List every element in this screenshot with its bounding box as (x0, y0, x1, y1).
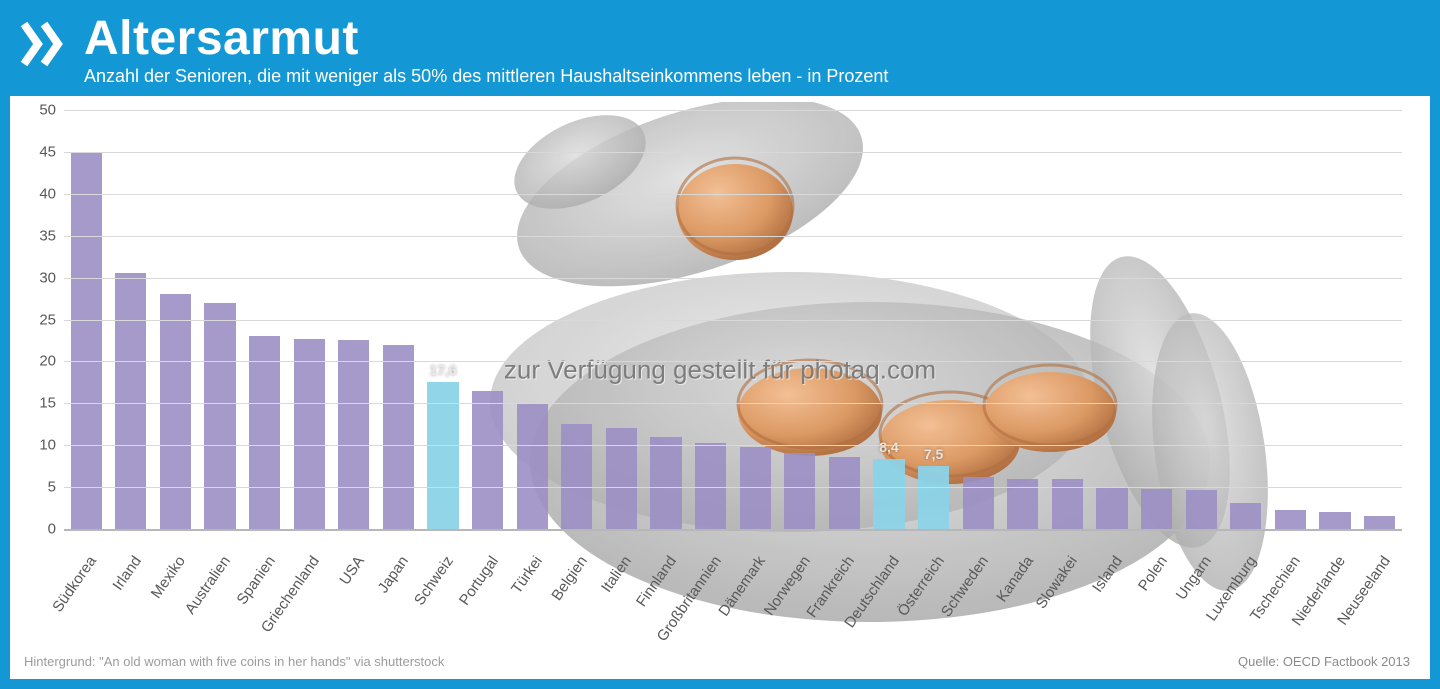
x-tick-label: Ungarn (1173, 553, 1215, 603)
bar (963, 477, 994, 529)
x-label-slot: Slowakei (1045, 547, 1090, 645)
gridline (64, 487, 1402, 488)
x-tick-label: Italien (598, 553, 635, 596)
gridline (64, 236, 1402, 237)
y-tick-label: 30 (22, 269, 56, 286)
x-tick-label: Türkei (508, 553, 546, 597)
bar (1364, 516, 1395, 529)
bar (650, 437, 681, 529)
gridline (64, 320, 1402, 321)
y-tick-label: 0 (22, 521, 56, 538)
y-tick-label: 20 (22, 353, 56, 370)
y-tick-label: 40 (22, 185, 56, 202)
bar (1319, 512, 1350, 529)
x-label-slot: Irland (109, 547, 154, 645)
bar (606, 428, 637, 529)
infographic-frame: Altersarmut Anzahl der Senioren, die mit… (0, 0, 1440, 689)
gridline (64, 403, 1402, 404)
y-tick-label: 15 (22, 395, 56, 412)
x-label-slot: Türkei (510, 547, 555, 645)
x-label-slot: Island (1090, 547, 1135, 645)
bar (338, 340, 369, 529)
bar (561, 424, 592, 529)
bar (784, 453, 815, 529)
x-tick-label: Irland (109, 553, 144, 593)
bar (294, 339, 325, 529)
x-axis-labels: SüdkoreaIrlandMexikoAustralienSpanienGri… (64, 547, 1402, 645)
header: Altersarmut Anzahl der Senioren, die mit… (10, 10, 1430, 93)
bar (1230, 503, 1261, 529)
x-label-slot: Portugal (465, 547, 510, 645)
bar: 8,4 (873, 459, 904, 529)
bar (383, 345, 414, 529)
bar (517, 403, 548, 529)
bar (249, 336, 280, 529)
x-tick-label: Kanada (993, 553, 1037, 605)
x-tick-label: Island (1089, 553, 1126, 596)
header-text: Altersarmut Anzahl der Senioren, die mit… (84, 14, 888, 87)
y-tick-label: 50 (22, 102, 56, 119)
bar (204, 303, 235, 529)
bar (1141, 489, 1172, 529)
x-label-slot: Belgien (555, 547, 600, 645)
bar-value-label: 17,6 (429, 362, 456, 378)
bar (1275, 510, 1306, 529)
plot-area: 17,68,47,5 05101520253035404550 (64, 110, 1402, 529)
x-label-slot: Südkorea (64, 547, 109, 645)
y-tick-label: 45 (22, 143, 56, 160)
footer-source: Quelle: OECD Factbook 2013 (1238, 654, 1410, 669)
x-tick-label: USA (336, 553, 368, 588)
y-tick-label: 35 (22, 227, 56, 244)
gridline (64, 194, 1402, 195)
bar (1186, 490, 1217, 529)
gridline (64, 361, 1402, 362)
x-tick-label: Japan (375, 553, 412, 596)
subtitle: Anzahl der Senioren, die mit weniger als… (84, 66, 888, 87)
bar-value-label: 8,4 (879, 439, 898, 455)
bar (1096, 487, 1127, 529)
oecd-logo-chevrons-icon (18, 18, 70, 70)
y-tick-label: 5 (22, 479, 56, 496)
x-label-slot: USA (332, 547, 377, 645)
bar (472, 391, 503, 529)
bar (695, 443, 726, 529)
bar (115, 273, 146, 529)
bar (71, 152, 102, 529)
footer-attribution: Hintergrund: "An old woman with five coi… (24, 654, 444, 669)
x-tick-label: Mexiko (148, 553, 189, 602)
x-tick-label: Belgien (548, 553, 591, 604)
x-label-slot: Neuseeland (1357, 547, 1402, 645)
y-tick-label: 10 (22, 437, 56, 454)
y-tick-label: 25 (22, 311, 56, 328)
gridline (64, 445, 1402, 446)
gridline (64, 152, 1402, 153)
bar (829, 457, 860, 529)
bar-value-label: 7,5 (924, 446, 943, 462)
gridline (64, 278, 1402, 279)
chart-panel: zur Verfügung gestellt für photaq.com 17… (10, 96, 1430, 679)
bar: 7,5 (918, 466, 949, 529)
x-label-slot: Polen (1134, 547, 1179, 645)
x-label-slot: Griechenland (287, 547, 332, 645)
x-tick-label: Polen (1135, 553, 1171, 594)
bar (160, 294, 191, 529)
title: Altersarmut (84, 14, 888, 64)
gridline-baseline (64, 529, 1402, 531)
gridline (64, 110, 1402, 111)
